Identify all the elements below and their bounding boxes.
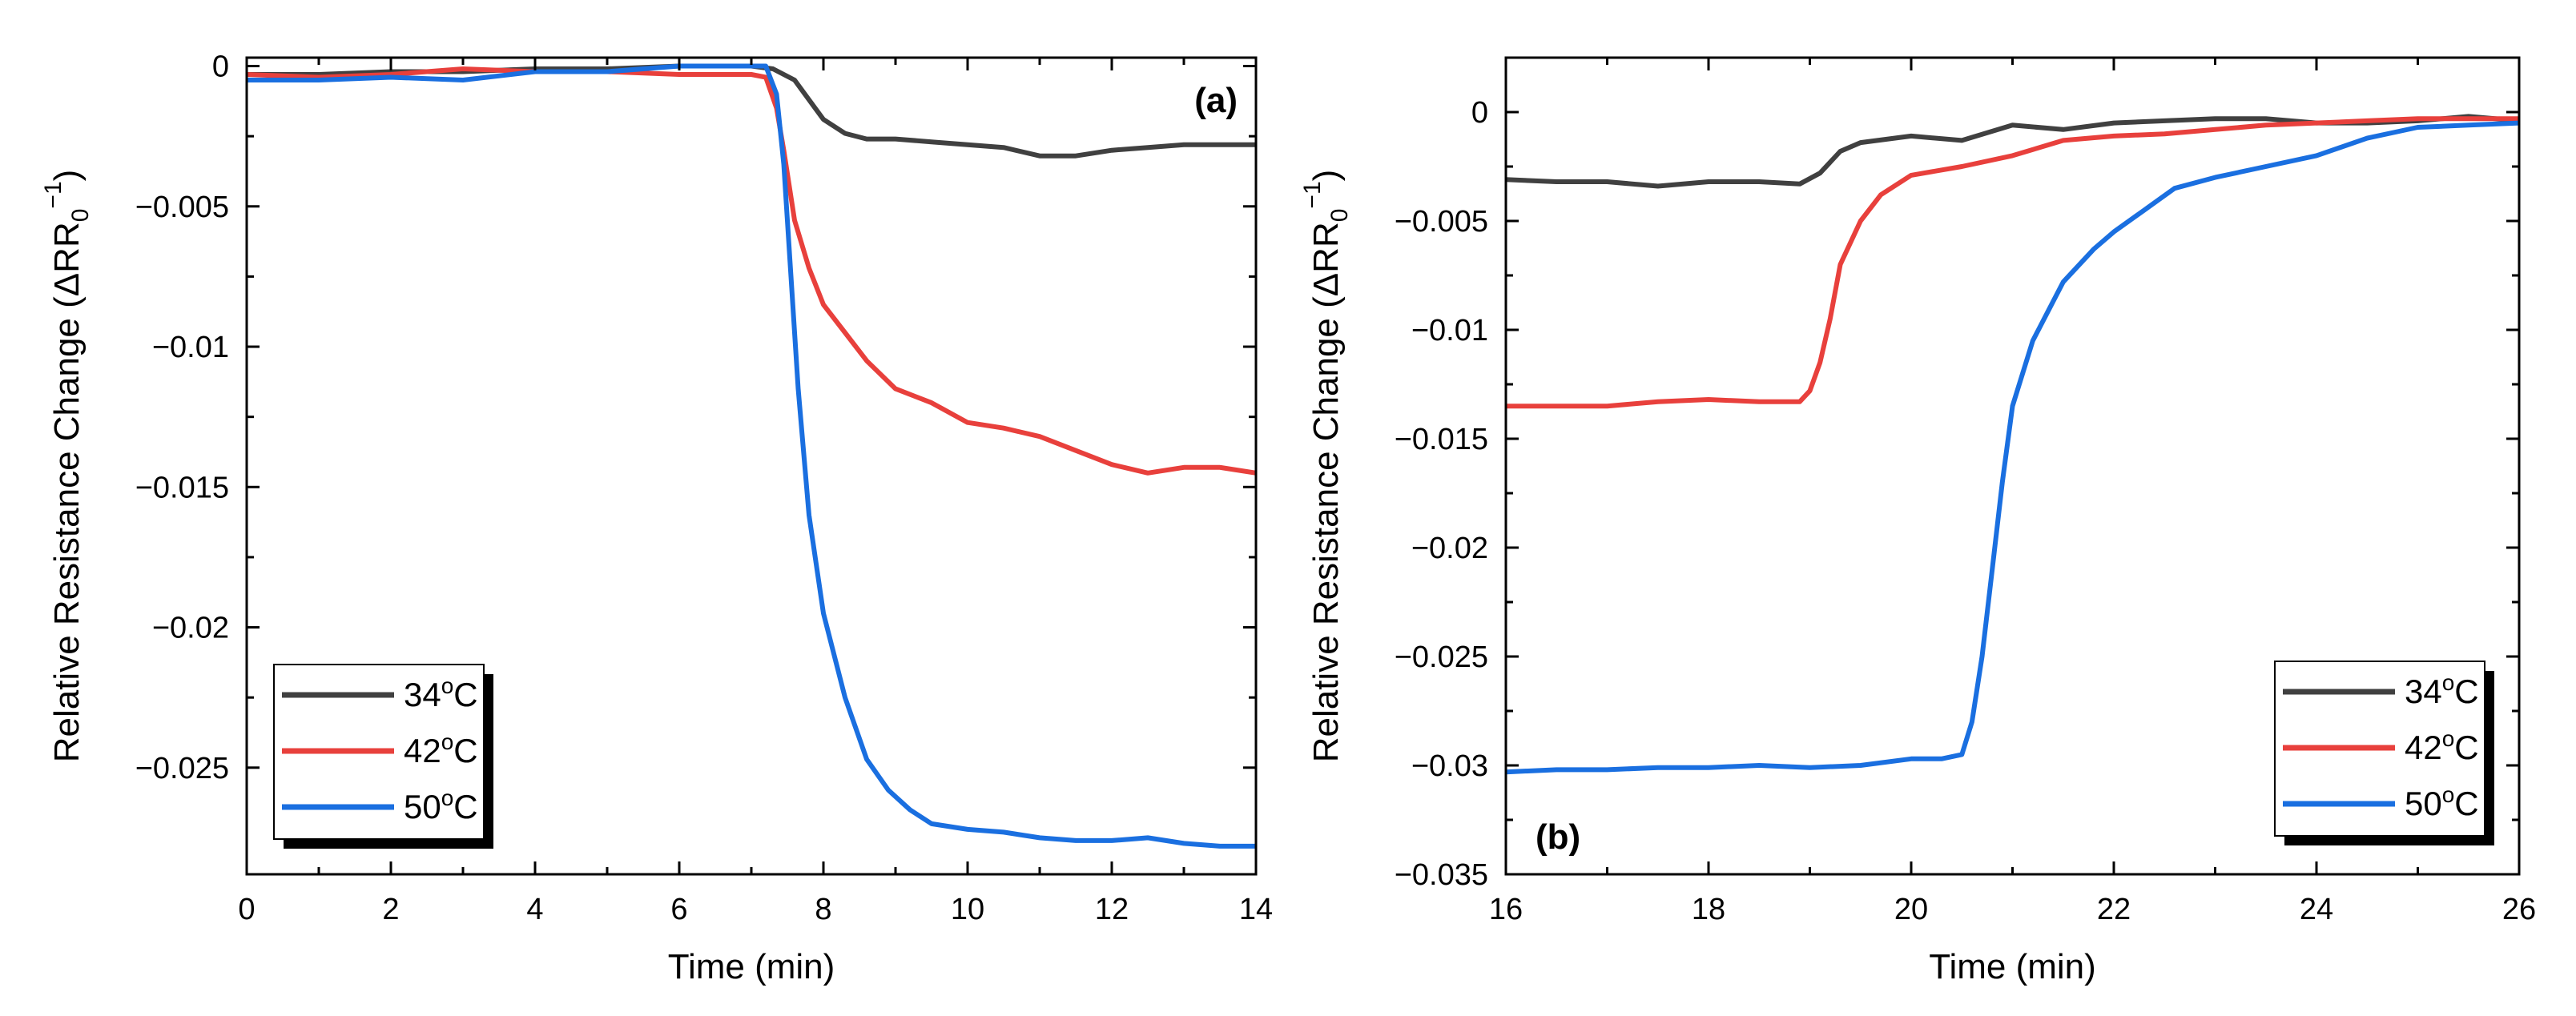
legend-label-number: 42 xyxy=(2405,729,2442,766)
y-axis-label-main: Relative Resistance Change (ΔRR xyxy=(1306,222,1346,762)
x-tick-label: 20 xyxy=(1894,893,1928,926)
y-axis-label-main: Relative Resistance Change (ΔRR xyxy=(47,222,87,762)
legend-label-degree: o xyxy=(2442,726,2455,751)
y-axis-label-sup: −1 xyxy=(40,181,66,208)
legend-label-degree: o xyxy=(2442,782,2455,807)
series-line-50C xyxy=(1506,120,2519,775)
x-axis-label: Time (min) xyxy=(1929,947,2096,986)
y-tick-label: 0 xyxy=(1471,96,1488,130)
y-axis-label: Relative Resistance Change (ΔRR0−1) xyxy=(1299,170,1353,763)
y-tick-label: −0.035 xyxy=(1395,858,1488,892)
legend-label-50C: 50oC xyxy=(404,785,478,825)
legend-label-number: 42 xyxy=(404,732,441,769)
x-tick-label: 26 xyxy=(2502,893,2536,926)
legend-label-unit: C xyxy=(2454,673,2478,710)
legend-label-number: 34 xyxy=(2405,673,2442,710)
y-axis-label: Relative Resistance Change (ΔRR0−1) xyxy=(40,170,94,763)
legend-label-42C: 42oC xyxy=(2405,726,2479,766)
legend-label-42C: 42oC xyxy=(404,729,478,769)
x-tick-label: 8 xyxy=(815,893,831,926)
x-tick-label: 16 xyxy=(1489,893,1523,926)
legend-label-unit: C xyxy=(453,676,477,713)
y-tick-label: −0.015 xyxy=(135,471,229,504)
legend-label-number: 34 xyxy=(404,676,441,713)
x-axis-label: Time (min) xyxy=(668,947,835,986)
y-axis-label-close: ) xyxy=(1306,170,1346,182)
y-axis-label-sup: −1 xyxy=(1299,181,1326,208)
x-tick-label: 14 xyxy=(1239,893,1273,926)
x-tick-label: 6 xyxy=(670,893,687,926)
x-tick-label: 0 xyxy=(238,893,255,926)
x-tick-label: 24 xyxy=(2300,893,2333,926)
y-tick-label: −0.02 xyxy=(152,612,229,645)
legend-label-unit: C xyxy=(453,732,477,769)
legend-label-34C: 34oC xyxy=(404,673,478,713)
y-tick-label: 0 xyxy=(212,50,229,84)
y-tick-label: −0.01 xyxy=(152,331,229,364)
legend-label-degree: o xyxy=(2442,670,2455,695)
x-tick-label: 18 xyxy=(1692,893,1725,926)
panel-label: (a) xyxy=(1194,81,1238,120)
y-tick-label: −0.02 xyxy=(1411,532,1488,565)
legend-label-unit: C xyxy=(2454,729,2478,766)
legend-label-degree: o xyxy=(441,785,454,810)
legend-label-number: 50 xyxy=(2405,785,2442,822)
x-tick-label: 12 xyxy=(1095,893,1129,926)
legend-label-50C: 50oC xyxy=(2405,782,2479,822)
y-tick-label: −0.015 xyxy=(1395,423,1488,456)
legend-label-degree: o xyxy=(441,673,454,698)
legend-label-unit: C xyxy=(2454,785,2478,822)
x-tick-label: 22 xyxy=(2097,893,2131,926)
y-axis-label-sub: 0 xyxy=(1326,209,1353,223)
y-tick-label: −0.025 xyxy=(1395,641,1488,674)
panel-label: (b) xyxy=(1536,817,1580,857)
chart-panel-a: 0 2 4 6 8 10 12 14 0 −0.005 −0.01 −0.015 −0.02 −0.025… xyxy=(40,50,1273,986)
series-line-42C xyxy=(247,66,1256,476)
x-tick-label: 10 xyxy=(951,893,984,926)
x-tick-label: 2 xyxy=(382,893,399,926)
series-line-34C xyxy=(1506,114,2519,189)
series-line-50C xyxy=(247,63,1256,849)
legend-label-unit: C xyxy=(453,788,477,825)
chart-panel-b: 16 18 20 22 24 26 0 −0.005 −0.01 −0.015 −0.02 −0.02… xyxy=(1299,56,2536,986)
series-line-42C xyxy=(1506,116,2519,409)
x-tick-label: 4 xyxy=(526,893,543,926)
legend-label-degree: o xyxy=(441,729,454,754)
y-tick-label: −0.01 xyxy=(1411,314,1488,347)
y-axis-label-close: ) xyxy=(47,170,87,182)
y-tick-label: −0.005 xyxy=(135,191,229,224)
y-tick-label: −0.025 xyxy=(135,752,229,785)
y-tick-label: −0.005 xyxy=(1395,205,1488,239)
y-tick-label: −0.03 xyxy=(1411,749,1488,783)
legend-label-34C: 34oC xyxy=(2405,670,2479,710)
y-axis-label-sub: 0 xyxy=(67,209,94,223)
legend-label-number: 50 xyxy=(404,788,441,825)
